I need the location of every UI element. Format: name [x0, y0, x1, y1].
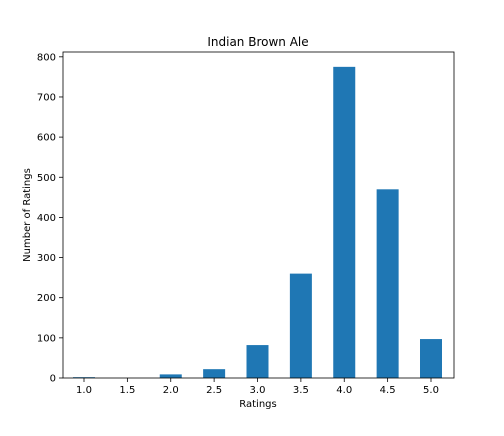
x-tick-label: 2.5: [206, 385, 222, 396]
bar-2.0: [159, 374, 182, 378]
x-axis-ticks: 1.0 1.5 2.0 2.5 3.0 3.5 4.0 4.5 5.0: [76, 378, 439, 396]
x-tick-label: 4.0: [336, 385, 352, 396]
x-tick-label: 1.5: [119, 385, 135, 396]
bar-5.0: [420, 339, 442, 378]
x-tick-label: 2.0: [163, 385, 179, 396]
y-tick-label: 0: [50, 374, 56, 385]
x-tick-label: 3.0: [250, 385, 266, 396]
bar-4.5: [376, 189, 399, 378]
y-tick-label: 300: [37, 253, 56, 264]
bar-2.5: [203, 369, 226, 378]
y-tick-label: 600: [37, 133, 56, 144]
x-axis-label: Ratings: [239, 399, 276, 410]
y-axis-ticks: 0 100 200 300 400 500 600 700 800: [37, 52, 63, 385]
bar-3.5: [289, 273, 312, 378]
y-tick-label: 500: [37, 173, 56, 184]
plot-frame: [62, 51, 455, 379]
y-tick-label: 700: [37, 92, 56, 103]
y-axis-label: Number of Ratings: [22, 168, 33, 262]
bar-4.0: [333, 66, 356, 378]
x-tick-label: 1.0: [76, 385, 92, 396]
bar-3.0: [246, 345, 269, 378]
y-tick-label: 800: [37, 52, 56, 63]
y-tick-label: 400: [37, 213, 56, 224]
y-tick-label: 200: [37, 293, 56, 304]
x-tick-label: 5.0: [423, 385, 439, 396]
bars-layer: [73, 66, 442, 378]
x-tick-label: 4.5: [380, 385, 396, 396]
x-tick-label: 3.5: [293, 385, 309, 396]
y-tick-label: 100: [37, 333, 56, 344]
chart-title: Indian Brown Ale: [207, 35, 308, 49]
